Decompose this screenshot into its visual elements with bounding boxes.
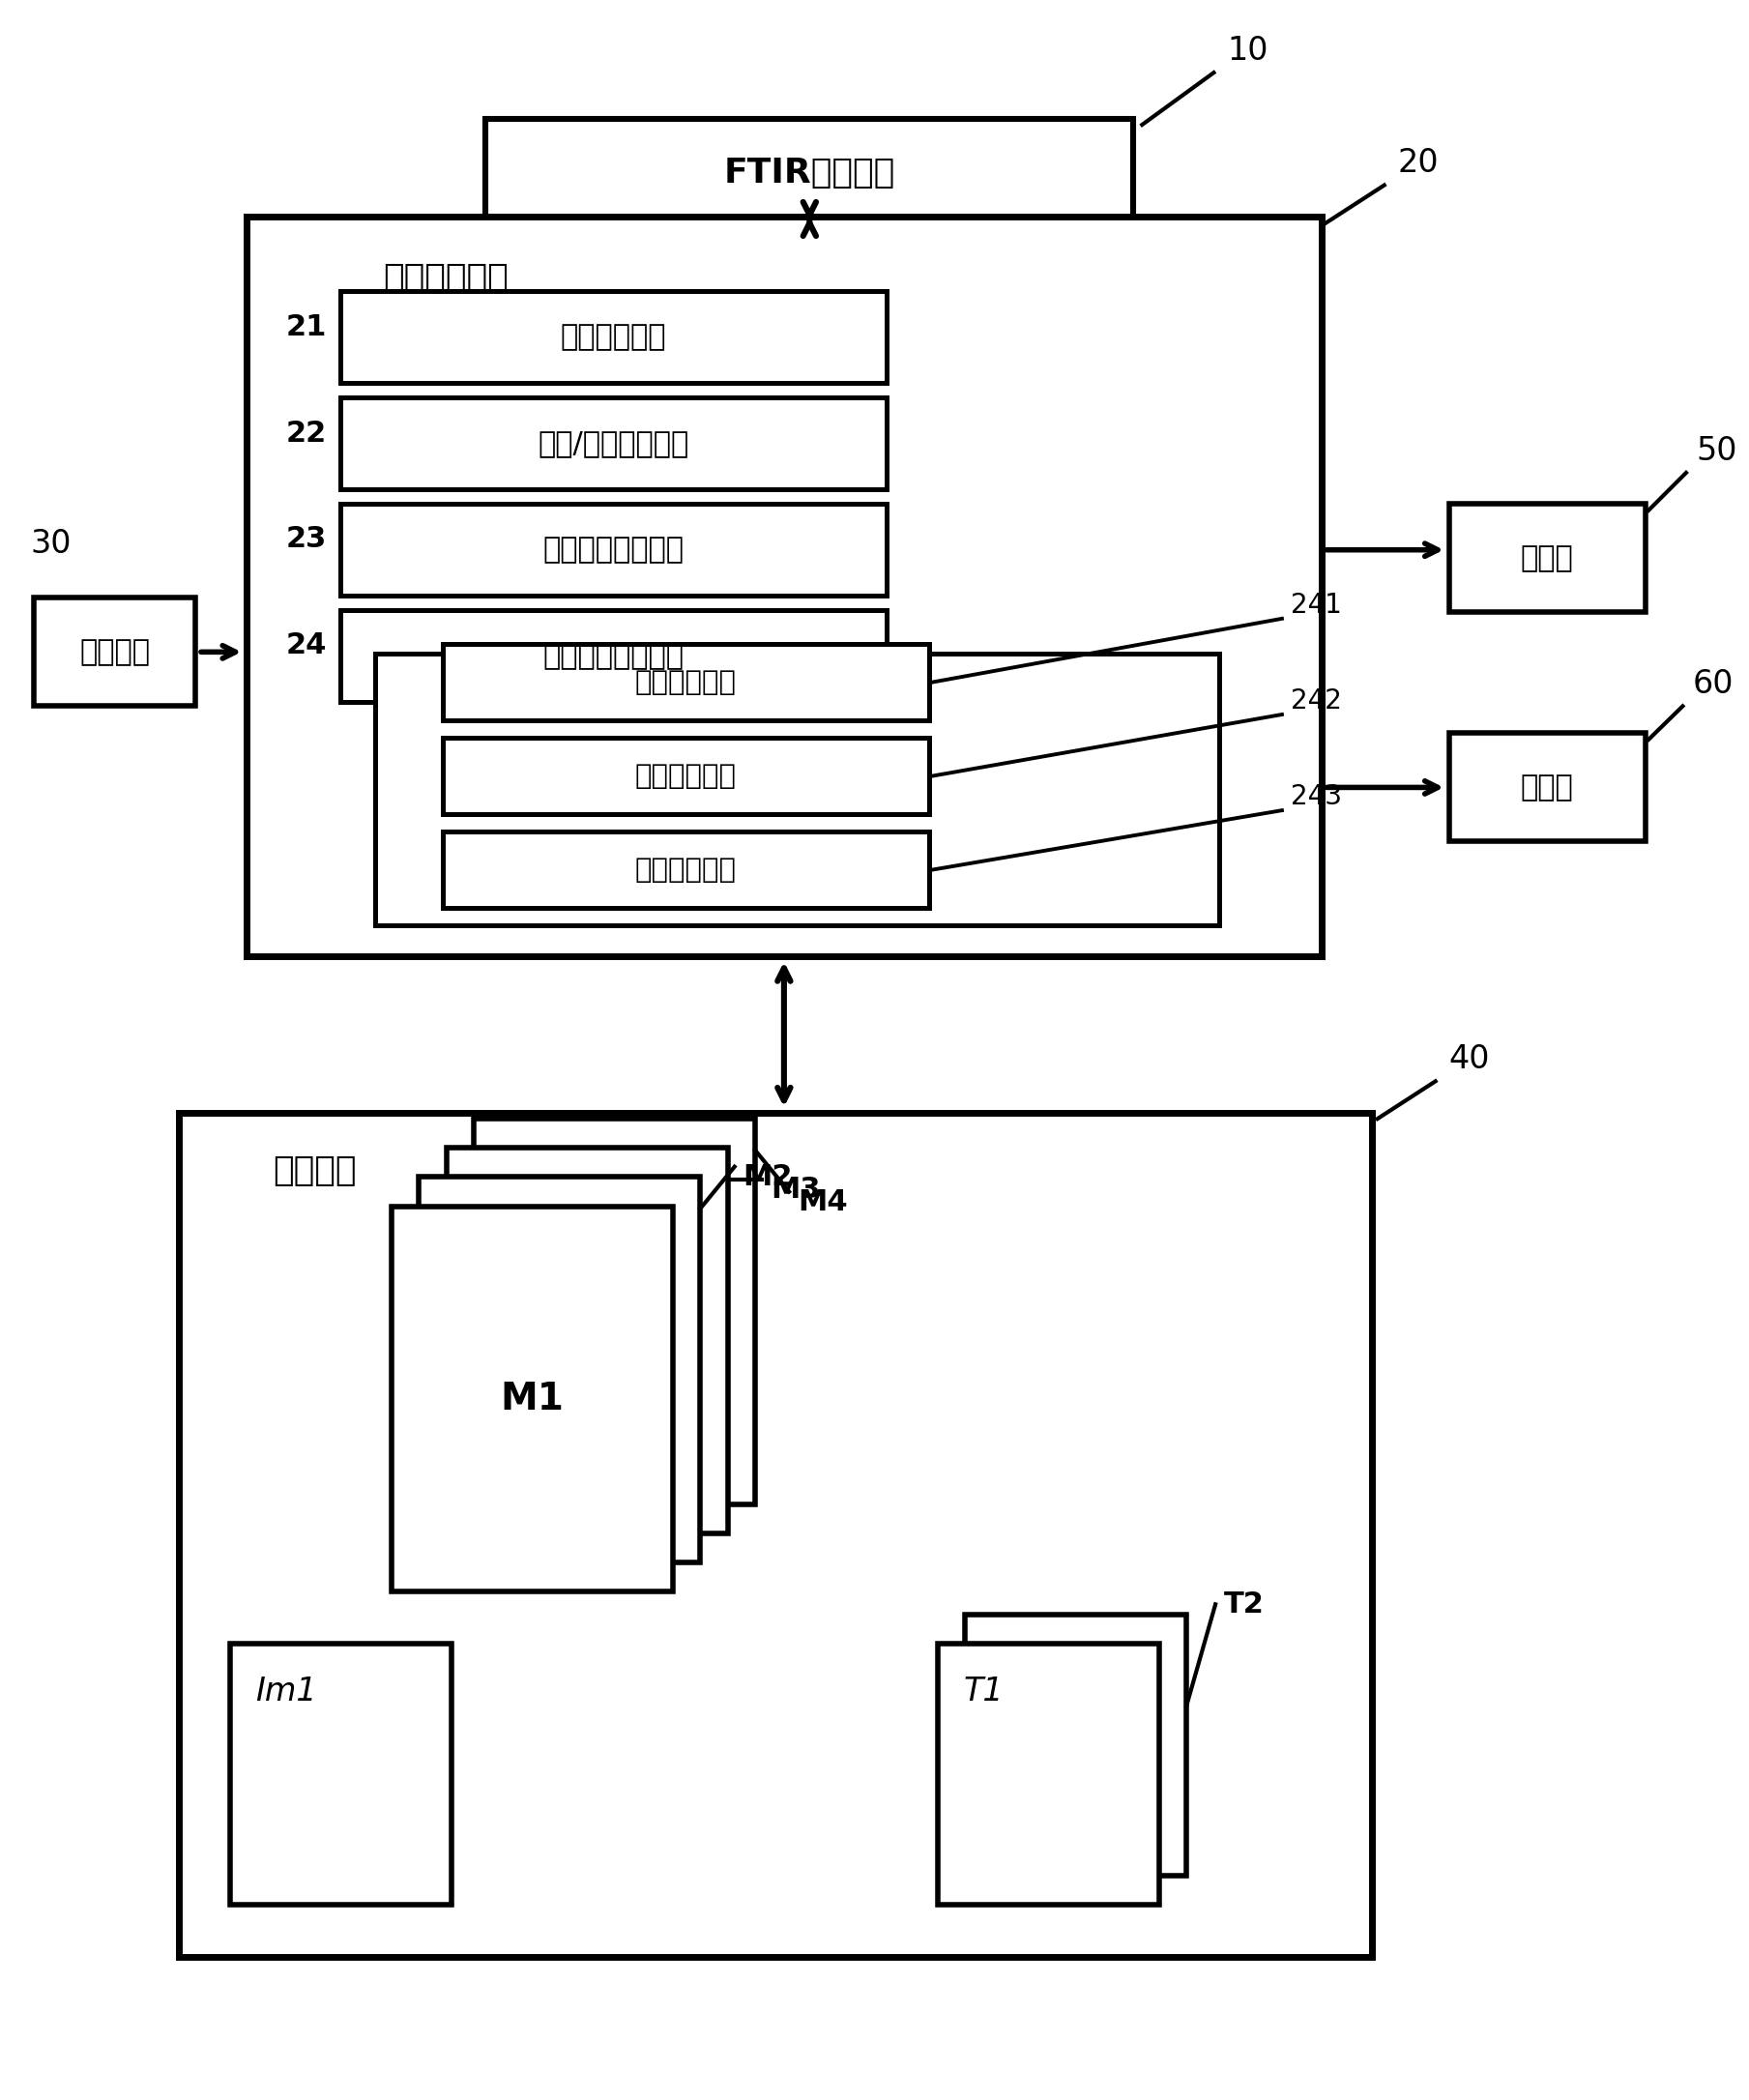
Text: 20: 20 [1397,147,1439,178]
Text: 报告输出单元: 报告输出单元 [635,857,736,884]
Text: 测量控制单元: 测量控制单元 [560,323,666,351]
Text: 模板创建单元: 模板创建单元 [635,668,736,695]
Text: 30: 30 [30,529,72,561]
Text: 23: 23 [287,525,327,554]
Bar [446,1149,728,1533]
Text: 241: 241 [1291,592,1341,619]
Text: M1: M1 [500,1380,565,1418]
Text: 242: 242 [1291,687,1341,714]
Text: 报告创建单元: 报告创建单元 [635,762,736,790]
Bar [392,1205,673,1592]
Text: 21: 21 [287,313,327,340]
Text: 中央控制单元: 中央控制单元 [383,262,509,296]
Bar [442,832,929,909]
Bar [341,611,887,701]
Text: Im1: Im1 [255,1676,317,1707]
Bar [341,292,887,382]
Text: 监视器: 监视器 [1520,544,1574,571]
Bar [229,1644,451,1905]
Bar [247,216,1320,956]
Text: 屏幕图像创建单元: 屏幕图像创建单元 [542,536,684,565]
Bar [341,397,887,489]
Bar [374,653,1219,924]
Bar [1450,504,1646,613]
Text: T1: T1 [964,1676,1004,1707]
Text: T2: T2 [1224,1590,1265,1619]
Bar [442,737,929,815]
Bar [474,1119,756,1504]
Text: M4: M4 [798,1189,848,1216]
Bar [341,504,887,596]
Bar [937,1644,1160,1905]
Bar [178,1113,1373,1957]
Text: 22: 22 [287,420,327,447]
Text: 243: 243 [1291,783,1341,811]
Bar [33,598,196,706]
Text: 50: 50 [1697,435,1737,466]
Bar [965,1615,1186,1875]
Text: 打印机: 打印机 [1520,773,1574,802]
Text: 40: 40 [1450,1044,1490,1075]
Bar [420,1178,700,1562]
Text: M2: M2 [743,1163,792,1191]
Text: 存储单元: 存储单元 [273,1155,357,1186]
Text: 60: 60 [1693,668,1733,699]
Bar [442,643,929,720]
Bar [1450,733,1646,842]
Text: 自动报告创建单元: 自动报告创建单元 [542,643,684,670]
Text: 10: 10 [1228,34,1268,67]
Text: 图表/表格创建单元: 图表/表格创建单元 [539,430,689,458]
Text: 输入单元: 输入单元 [79,638,150,666]
Bar [486,118,1133,227]
Text: M3: M3 [770,1176,820,1203]
Text: FTIR测量单元: FTIR测量单元 [724,155,895,189]
Text: 24: 24 [287,632,327,659]
